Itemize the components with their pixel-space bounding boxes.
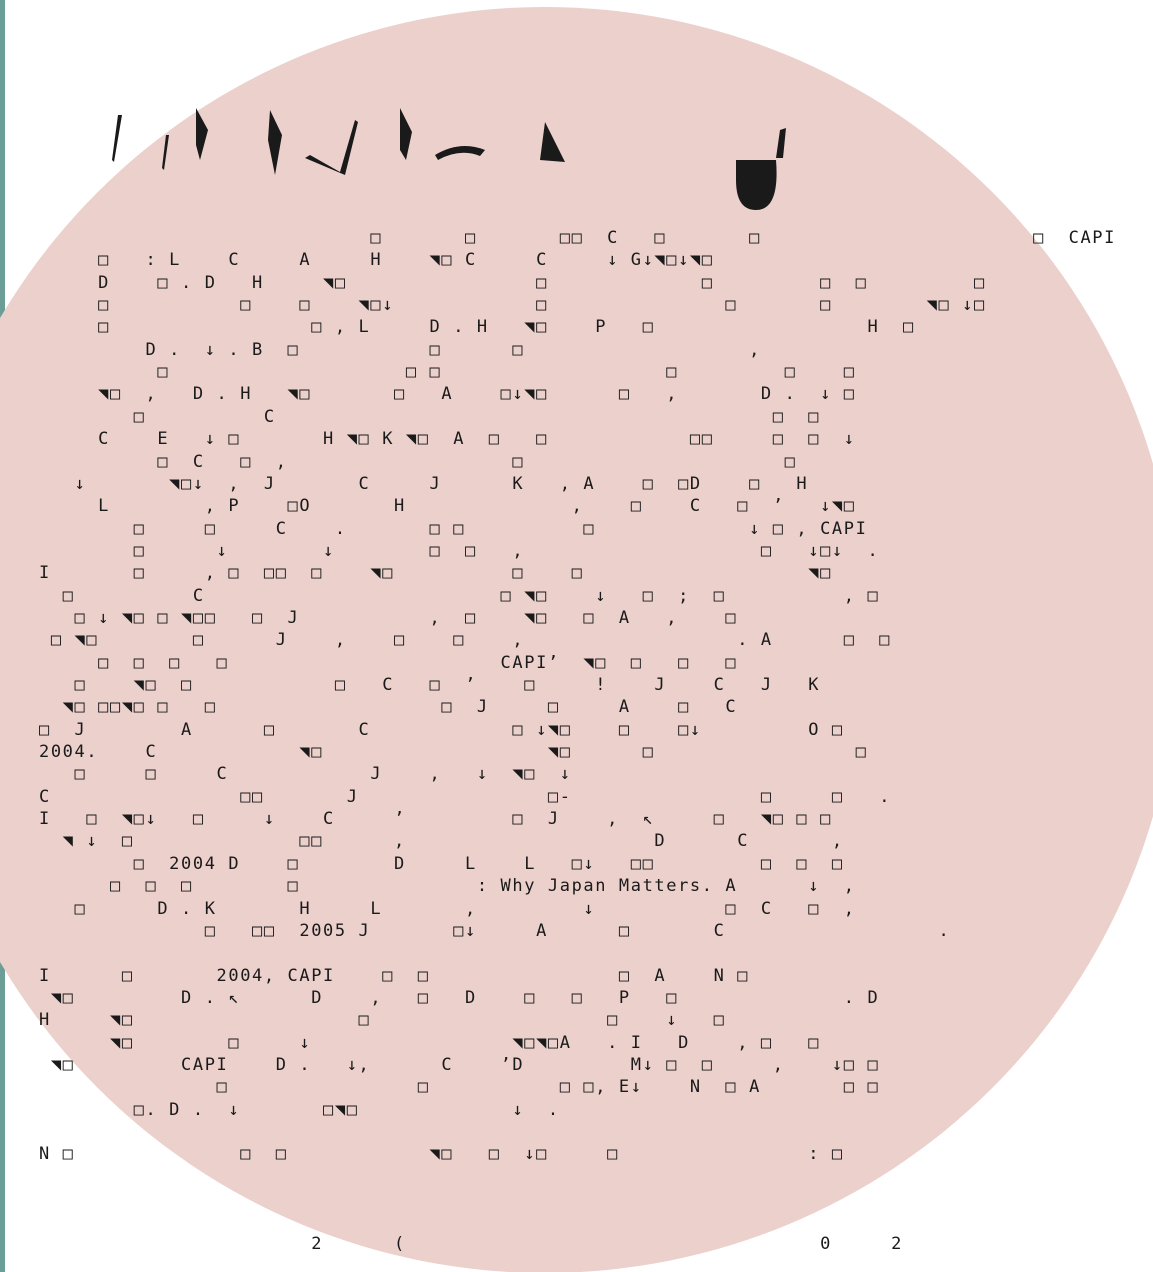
- text-line: L , P □O H , □ C □ ’ ↓◥□: [39, 496, 856, 516]
- glyph-6: [400, 108, 412, 160]
- text-line: □ : L C A H ◥□ C C ↓ G↓◥□↓◥□: [39, 250, 714, 270]
- text-line: D □ . D H ◥□ □ □ □ □ □: [39, 273, 986, 293]
- heading-glyphs: [100, 100, 800, 220]
- text-line: H ◥□ □ □ ↓ □: [39, 1010, 725, 1030]
- text-line: ◥□ □□◥□ □ □ □ J □ A □ C: [39, 697, 737, 717]
- text-line: I □ ◥□↓ □ ↓ C ’ □ J , ↖ □ ◥□ □ □: [39, 809, 832, 829]
- glyph-8: [540, 122, 565, 162]
- text-line: ◥□ , D . H ◥□ □ A □↓◥□ □ , D . ↓ □: [39, 384, 856, 404]
- text-line: ◥□ CAPI D . ↓, C ’D M↓ □ □ , ↓□ □: [39, 1055, 879, 1075]
- text-line: □ ↓ ◥□ □ ◥□□ □ J , □ ◥□ □ A , □: [39, 608, 737, 628]
- text-line: I □ 2004, CAPI □ □ □ A N □: [39, 966, 749, 986]
- text-line: □ ◥□ □ J , □ □ , . A □ □: [39, 630, 891, 650]
- text-line: □ □ □ □ : Why Japan Matters. A ↓ ,: [39, 876, 856, 896]
- text-line: C E ↓ □ H ◥□ K ◥□ A □ □ □□ □ □ ↓: [39, 429, 856, 449]
- text-line: N □ □ □ ◥□ □ ↓□ □ : □: [39, 1144, 844, 1164]
- text-line: □ C □ □: [39, 407, 820, 427]
- text-line: □. D . ↓ □◥□ ↓ .: [39, 1100, 560, 1120]
- text-line: ↓ ◥□↓ , J C J K , A □ □D □ H: [39, 474, 808, 494]
- text-line: □ □ □□ C □ □ □ CAPI: [39, 228, 1116, 248]
- glyph-9: [736, 160, 777, 210]
- text-line: □ J A □ C □ ↓◥□ □ □↓ O □: [39, 720, 844, 740]
- text-line: I □ , □ □□ □ ◥□ □ □ ◥□: [39, 563, 832, 583]
- glyph-10: [776, 128, 786, 158]
- text-line: D . ↓ . B □ □ □ ,: [39, 340, 761, 360]
- text-line: □ □ □ ◥□↓ □ □ □ ◥□ ↓□: [39, 295, 986, 315]
- text-line: □ □□ 2005 J □↓ A □ C .: [39, 921, 950, 941]
- text-line: □ D . K H L , ↓ □ C □ ,: [39, 899, 856, 919]
- text-line: □ □ □ □, E↓ N □ A □ □: [39, 1077, 879, 1097]
- text-line: □ □ C J , ↓ ◥□ ↓: [39, 764, 572, 784]
- glyph-1: [112, 115, 122, 162]
- glyph-2: [162, 135, 169, 170]
- text-line: 2 ( 0 2: [39, 1234, 903, 1254]
- text-line: □ ↓ ↓ □ □ , □ ↓□↓ .: [39, 541, 879, 561]
- text-line: □ □ □ □ □ □: [39, 362, 856, 382]
- glyph-7: [435, 146, 485, 160]
- text-line: 2004. C ◥□ ◥□ □ □: [39, 742, 867, 762]
- glyph-3: [196, 108, 208, 160]
- text-line: □ □ C . □ □ □ ↓ □ , CAPI: [39, 519, 867, 539]
- text-line: ◥ ↓ □ □□ , D C ,: [39, 831, 844, 851]
- text-line: ◥□ □ ↓ ◥□◥□A . I D , □ □: [39, 1033, 820, 1053]
- text-line: □ □ □ □ CAPI’ ◥□ □ □ □: [39, 653, 737, 673]
- text-line: C □□ J □- □ □ .: [39, 787, 891, 807]
- text-line: ◥□ D . ↖ D , □ D □ □ P □ . D: [39, 988, 879, 1008]
- text-line: □ □ , L D . H ◥□ P □ H □: [39, 317, 915, 337]
- glyph-4: [268, 110, 282, 175]
- glyph-5: [305, 120, 358, 175]
- text-line: □ C □ , □ □: [39, 452, 796, 472]
- text-line: □ ◥□ □ □ C □ ’ □ ! J C J K: [39, 675, 820, 695]
- text-line: □ 2004 D □ D L L □↓ □□ □ □ □: [39, 854, 844, 874]
- text-line: □ C □ ◥□ ↓ □ ; □ , □: [39, 586, 879, 606]
